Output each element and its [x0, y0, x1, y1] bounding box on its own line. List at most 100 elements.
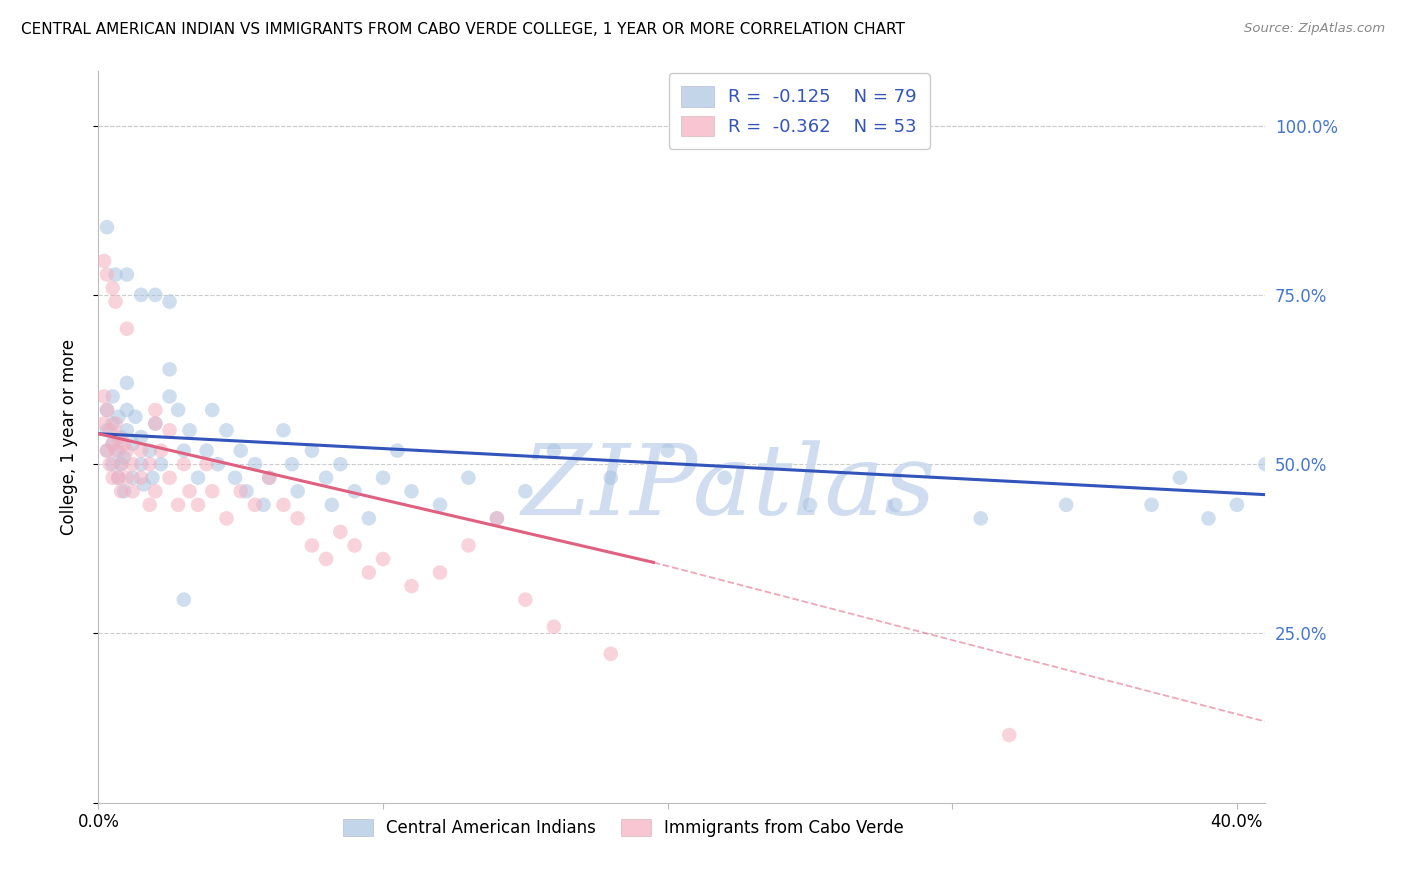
Point: [301, 443, 323, 458]
Point: [121, 437, 143, 451]
Point: [1140, 498, 1163, 512]
Point: [93, 417, 115, 431]
Point: [101, 471, 124, 485]
Point: [107, 471, 129, 485]
Point: [315, 471, 337, 485]
Point: [281, 457, 304, 471]
Point: [129, 288, 152, 302]
Point: [101, 417, 124, 431]
Legend: Central American Indians, Immigrants from Cabo Verde: Central American Indians, Immigrants fro…: [335, 811, 912, 846]
Y-axis label: College, 1 year or more: College, 1 year or more: [59, 339, 77, 535]
Point: [159, 362, 181, 376]
Point: [96, 268, 118, 282]
Point: [93, 254, 115, 268]
Point: [1168, 471, 1191, 485]
Point: [104, 417, 127, 431]
Point: [107, 430, 129, 444]
Text: CENTRAL AMERICAN INDIAN VS IMMIGRANTS FROM CABO VERDE COLLEGE, 1 YEAR OR MORE CO: CENTRAL AMERICAN INDIAN VS IMMIGRANTS FR…: [21, 22, 905, 37]
Point: [115, 471, 138, 485]
Point: [159, 294, 181, 309]
Point: [159, 471, 181, 485]
Point: [252, 498, 274, 512]
Point: [96, 443, 118, 458]
Point: [224, 471, 246, 485]
Point: [96, 403, 118, 417]
Point: [457, 471, 479, 485]
Point: [115, 322, 138, 336]
Point: [96, 423, 118, 437]
Point: [235, 484, 257, 499]
Point: [315, 552, 337, 566]
Point: [110, 430, 132, 444]
Point: [121, 457, 143, 471]
Point: [115, 403, 138, 417]
Point: [115, 443, 138, 458]
Point: [201, 484, 224, 499]
Point: [343, 538, 366, 552]
Point: [150, 443, 173, 458]
Point: [179, 484, 201, 499]
Point: [543, 620, 565, 634]
Point: [387, 443, 409, 458]
Point: [401, 579, 423, 593]
Point: [884, 498, 907, 512]
Point: [143, 403, 166, 417]
Point: [657, 443, 679, 458]
Point: [273, 423, 295, 437]
Point: [207, 457, 229, 471]
Point: [970, 511, 993, 525]
Point: [104, 294, 127, 309]
Point: [115, 423, 138, 437]
Point: [257, 471, 280, 485]
Point: [101, 281, 124, 295]
Point: [599, 471, 621, 485]
Point: [141, 471, 163, 485]
Point: [301, 538, 323, 552]
Point: [273, 498, 295, 512]
Point: [173, 457, 195, 471]
Point: [115, 376, 138, 390]
Point: [129, 471, 152, 485]
Point: [124, 409, 146, 424]
Point: [93, 389, 115, 403]
Point: [215, 511, 238, 525]
Point: [243, 498, 266, 512]
Point: [150, 457, 173, 471]
Point: [98, 423, 121, 437]
Point: [485, 511, 508, 525]
Point: [121, 471, 143, 485]
Point: [143, 417, 166, 431]
Text: ZIPatlas: ZIPatlas: [522, 441, 936, 536]
Point: [167, 403, 190, 417]
Point: [115, 268, 138, 282]
Point: [357, 511, 380, 525]
Point: [543, 443, 565, 458]
Point: [457, 538, 479, 552]
Point: [129, 430, 152, 444]
Point: [143, 484, 166, 499]
Point: [1226, 498, 1249, 512]
Point: [107, 409, 129, 424]
Point: [138, 457, 160, 471]
Point: [121, 484, 143, 499]
Point: [96, 403, 118, 417]
Point: [599, 647, 621, 661]
Point: [429, 566, 451, 580]
Point: [101, 437, 124, 451]
Point: [243, 457, 266, 471]
Point: [110, 484, 132, 499]
Point: [287, 511, 309, 525]
Point: [485, 511, 508, 525]
Point: [138, 443, 160, 458]
Point: [257, 471, 280, 485]
Point: [799, 498, 821, 512]
Point: [104, 268, 127, 282]
Point: [101, 457, 124, 471]
Point: [173, 443, 195, 458]
Point: [173, 592, 195, 607]
Point: [112, 437, 135, 451]
Point: [179, 423, 201, 437]
Point: [713, 471, 735, 485]
Point: [110, 457, 132, 471]
Point: [1054, 498, 1077, 512]
